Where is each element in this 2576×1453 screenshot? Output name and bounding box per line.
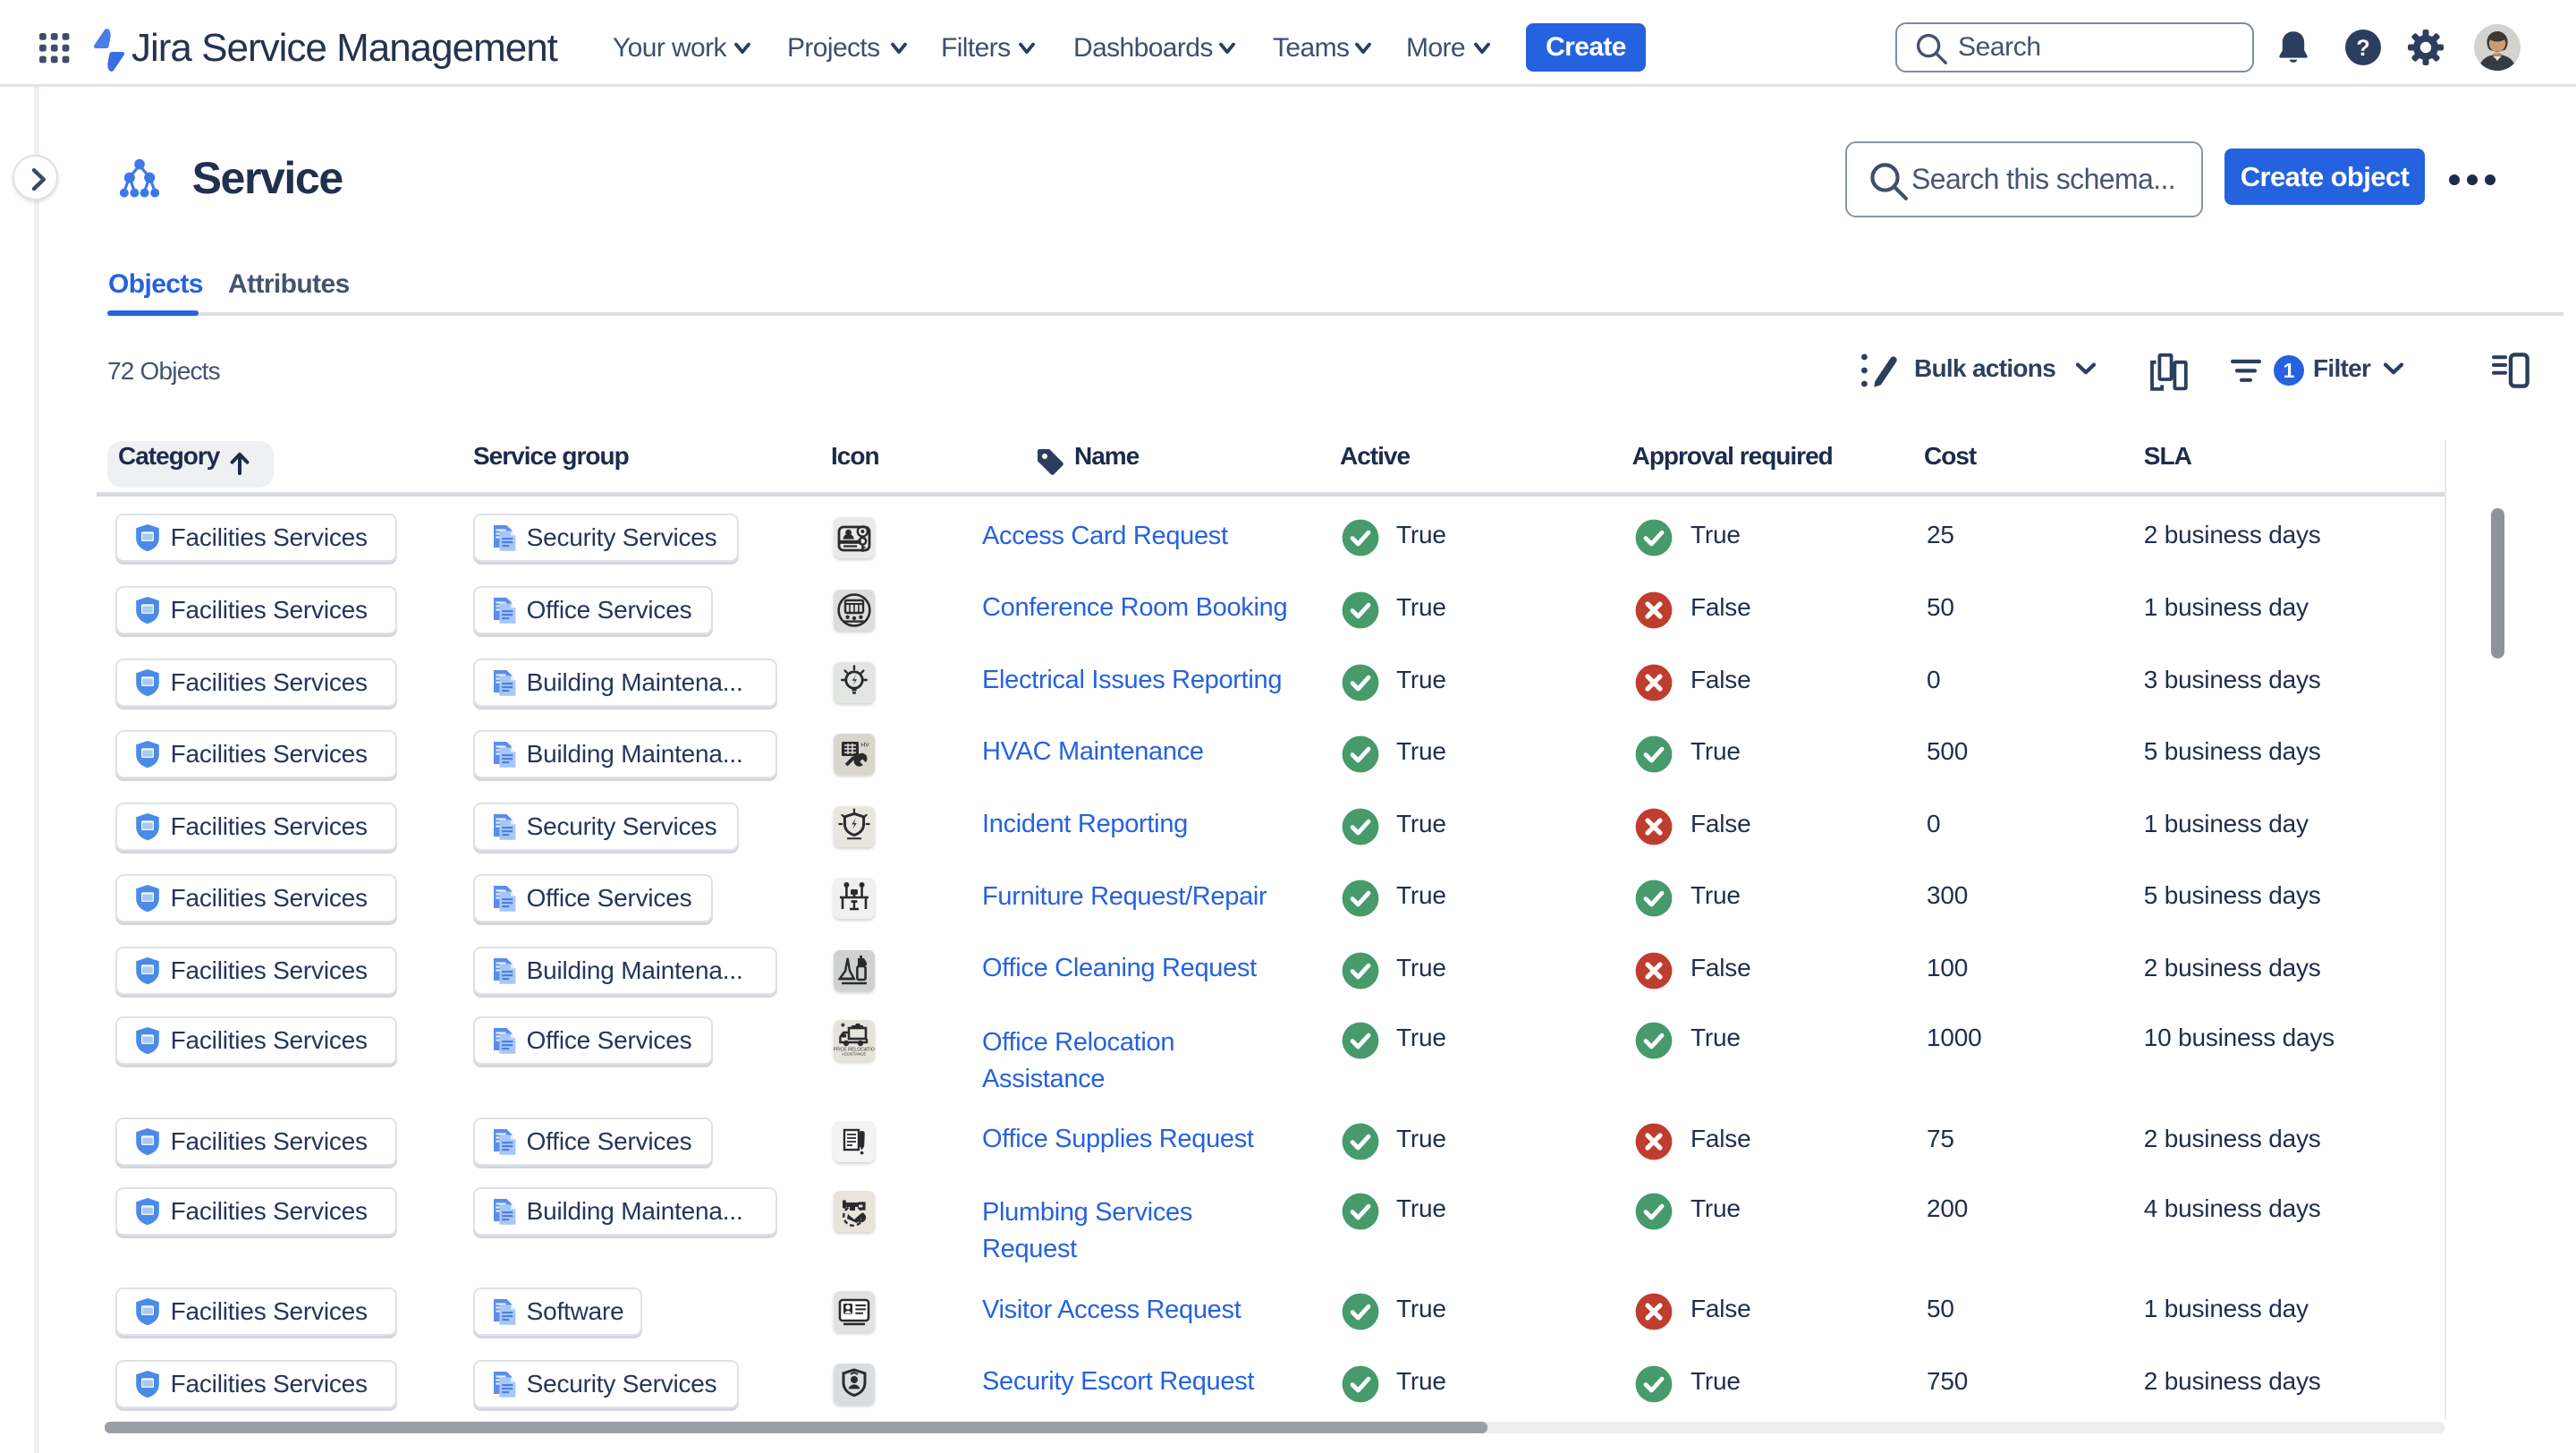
svg-text:OFFICE RELOCATION: OFFICE RELOCATION — [834, 1048, 875, 1053]
svg-text:HV: HV — [860, 743, 869, 749]
svg-text:ASSISTANCE: ASSISTANCE — [842, 1052, 867, 1057]
svg-text:1: 1 — [2284, 359, 2295, 382]
svg-text:?: ? — [2356, 36, 2369, 61]
